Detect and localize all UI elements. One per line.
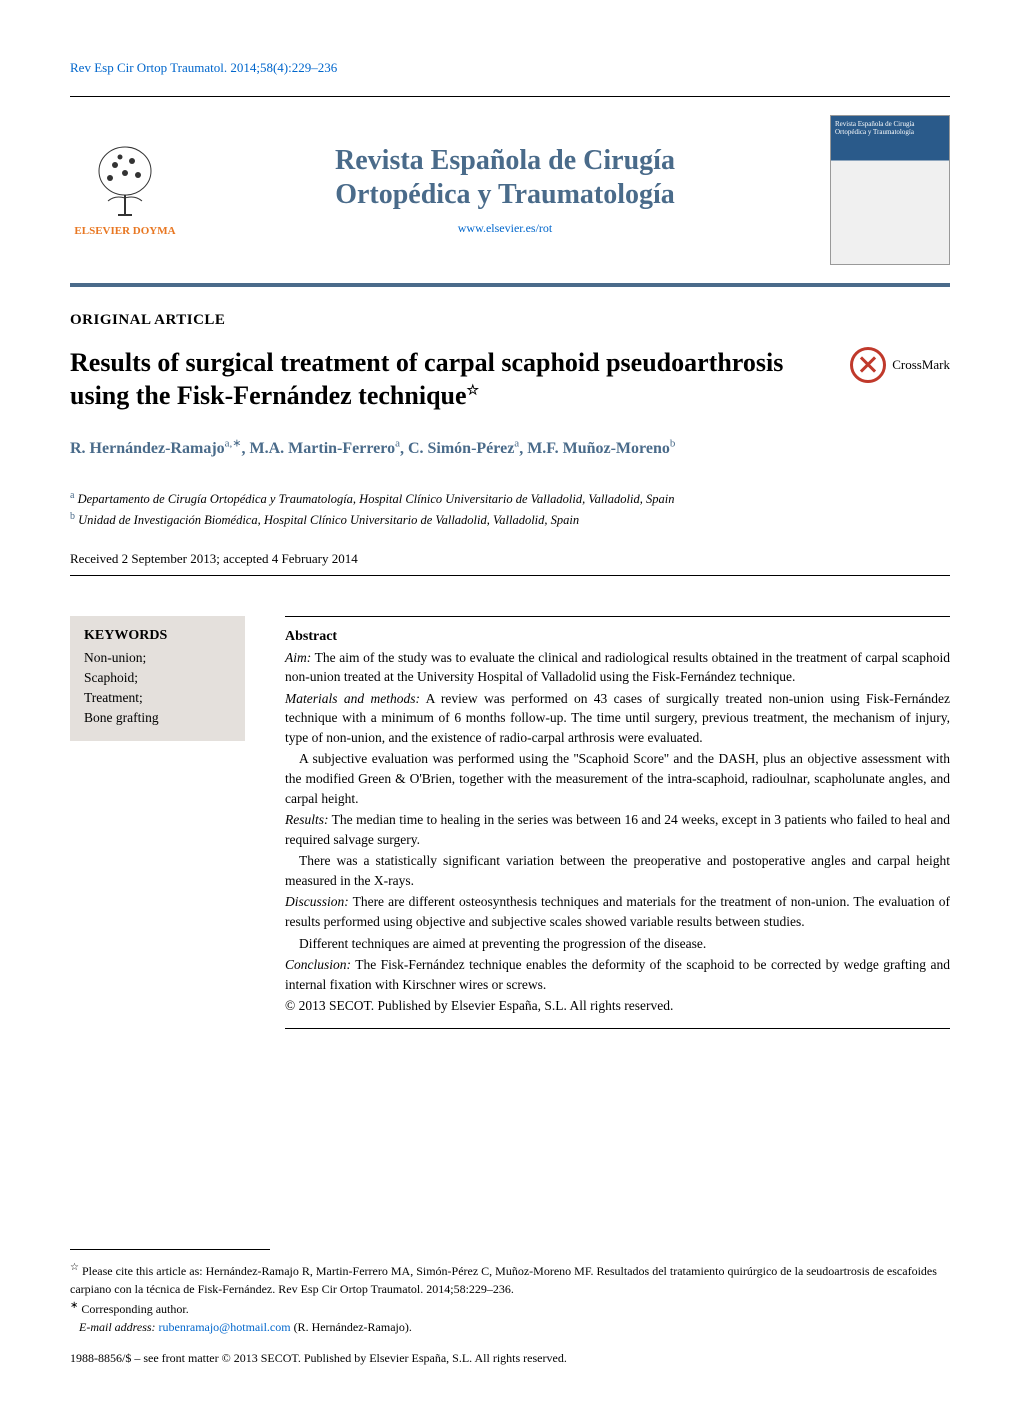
- corresponding-footnote: ∗ Corresponding author.: [70, 1298, 950, 1318]
- crossmark-icon: [850, 347, 886, 383]
- affiliation-b: b Unidad de Investigación Biomédica, Hos…: [70, 509, 950, 530]
- crossmark-badge[interactable]: CrossMark: [850, 347, 950, 383]
- publisher-logo: ELSEVIER DOYMA: [70, 143, 180, 237]
- author-3: C. Simón-Péreza: [408, 440, 519, 457]
- cite-footnote: ☆ Please cite this article as: Hernández…: [70, 1260, 950, 1298]
- article-dates: Received 2 September 2013; accepted 4 Fe…: [70, 551, 950, 567]
- title-row: Results of surgical treatment of carpal …: [70, 347, 950, 412]
- keyword-item: Scaphoid;: [84, 668, 231, 688]
- journal-title-block: Revista Española de Cirugía Ortopédica y…: [180, 144, 830, 236]
- article-title: Results of surgical treatment of carpal …: [70, 347, 850, 412]
- abstract-discussion: Discussion: There are different osteosyn…: [285, 892, 950, 931]
- abstract-results-2: There was a statistically significant va…: [285, 851, 950, 890]
- abstract-discussion-2: Different techniques are aimed at preven…: [285, 934, 950, 954]
- abstract-column: Abstract Aim: The aim of the study was t…: [285, 616, 950, 1029]
- article-type-label: ORIGINAL ARTICLE: [70, 312, 950, 329]
- content-row: KEYWORDS Non-union; Scaphoid; Treatment;…: [70, 616, 950, 1029]
- abstract-methods: Materials and methods: A review was perf…: [285, 689, 950, 748]
- abstract-body: Aim: The aim of the study was to evaluat…: [285, 648, 950, 1016]
- journal-title-line1: Revista Española de Cirugía: [180, 144, 830, 178]
- title-text: Results of surgical treatment of carpal …: [70, 348, 783, 410]
- footer-divider: [70, 1249, 270, 1250]
- author-1: R. Hernández-Ramajoa,∗: [70, 440, 242, 457]
- journal-banner: ELSEVIER DOYMA Revista Española de Cirug…: [70, 105, 950, 275]
- abstract-bottom-divider: [285, 1028, 950, 1029]
- affiliation-a: a Departamento de Cirugía Ortopédica y T…: [70, 488, 950, 509]
- affiliations: a Departamento de Cirugía Ortopédica y T…: [70, 488, 950, 530]
- publisher-name: ELSEVIER DOYMA: [74, 225, 175, 237]
- keyword-item: Non-union;: [84, 648, 231, 668]
- journal-cover-thumbnail: Revista Española de Cirugía Ortopédica y…: [830, 115, 950, 265]
- email-footnote: E-mail address: rubenramajo@hotmail.com …: [70, 1318, 950, 1336]
- abstract-results: Results: The median time to healing in t…: [285, 810, 950, 849]
- footer-block: ☆ Please cite this article as: Hernández…: [70, 1249, 950, 1366]
- keywords-box: KEYWORDS Non-union; Scaphoid; Treatment;…: [70, 616, 245, 741]
- crossmark-label: CrossMark: [892, 357, 950, 373]
- top-divider: [70, 96, 950, 97]
- keyword-item: Treatment;: [84, 688, 231, 708]
- abstract-conclusion: Conclusion: The Fisk-Fernández technique…: [285, 955, 950, 994]
- author-4: M.F. Muñoz-Morenob: [527, 440, 675, 457]
- abstract-methods-2: A subjective evaluation was performed us…: [285, 749, 950, 808]
- keyword-item: Bone grafting: [84, 708, 231, 728]
- bottom-copyright: 1988-8856/$ – see front matter © 2013 SE…: [70, 1351, 950, 1366]
- abstract-copyright: © 2013 SECOT. Published by Elsevier Espa…: [285, 996, 950, 1016]
- abstract-heading: Abstract: [285, 629, 950, 645]
- keywords-list: Non-union; Scaphoid; Treatment; Bone gra…: [84, 648, 231, 729]
- authors-list: R. Hernández-Ramajoa,∗, M.A. Martin-Ferr…: [70, 437, 950, 458]
- journal-url-link[interactable]: www.elsevier.es/rot: [180, 221, 830, 236]
- author-2: M.A. Martin-Ferreroa: [250, 440, 400, 457]
- email-link[interactable]: rubenramajo@hotmail.com: [159, 1320, 291, 1334]
- dates-divider: [70, 575, 950, 576]
- journal-title-line2: Ortopédica y Traumatología: [180, 178, 830, 212]
- cover-title-text: Revista Española de Cirugía Ortopédica y…: [831, 116, 949, 140]
- elsevier-tree-icon: [90, 143, 160, 223]
- citation-link[interactable]: Rev Esp Cir Ortop Traumatol. 2014;58(4):…: [70, 60, 337, 75]
- abstract-aim: Aim: The aim of the study was to evaluat…: [285, 648, 950, 687]
- star-icon: ☆: [70, 1262, 79, 1273]
- keywords-heading: KEYWORDS: [84, 628, 231, 644]
- header-citation: Rev Esp Cir Ortop Traumatol. 2014;58(4):…: [70, 60, 950, 76]
- abstract-top-divider: [285, 616, 950, 617]
- banner-divider: [70, 283, 950, 287]
- title-star-icon: ☆: [467, 383, 480, 398]
